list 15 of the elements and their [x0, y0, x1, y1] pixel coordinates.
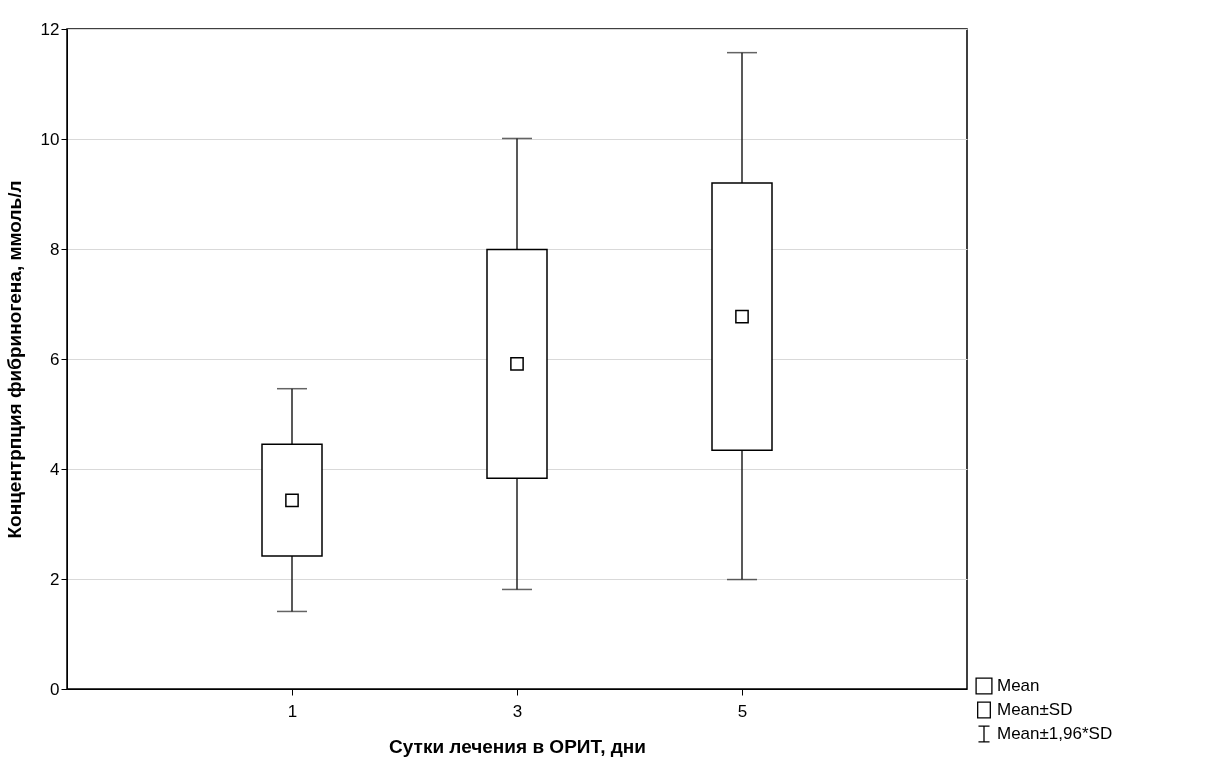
y-tick-label: 12	[40, 19, 60, 39]
x-tick-label: 3	[512, 701, 523, 721]
y-tick-label: 6	[50, 349, 60, 369]
y-tick-label: 10	[40, 129, 60, 149]
y-tick-label: 4	[50, 459, 60, 479]
x-tick-label: 1	[287, 701, 298, 721]
y-tick-label: 0	[50, 679, 60, 699]
y-tick-label: 8	[50, 239, 60, 259]
x-axis-title: Сутки лечения в ОРИТ, дни	[389, 735, 646, 757]
text: Mean	[997, 676, 1040, 695]
x-tick-label: 5	[737, 701, 748, 721]
text: Mean±1,96*SD	[997, 724, 1113, 743]
y-tick-label: 2	[50, 569, 60, 589]
y-axis-title: Концентрпция фибриногена, ммоль/л	[3, 180, 25, 539]
text: Mean±SD	[997, 700, 1073, 719]
